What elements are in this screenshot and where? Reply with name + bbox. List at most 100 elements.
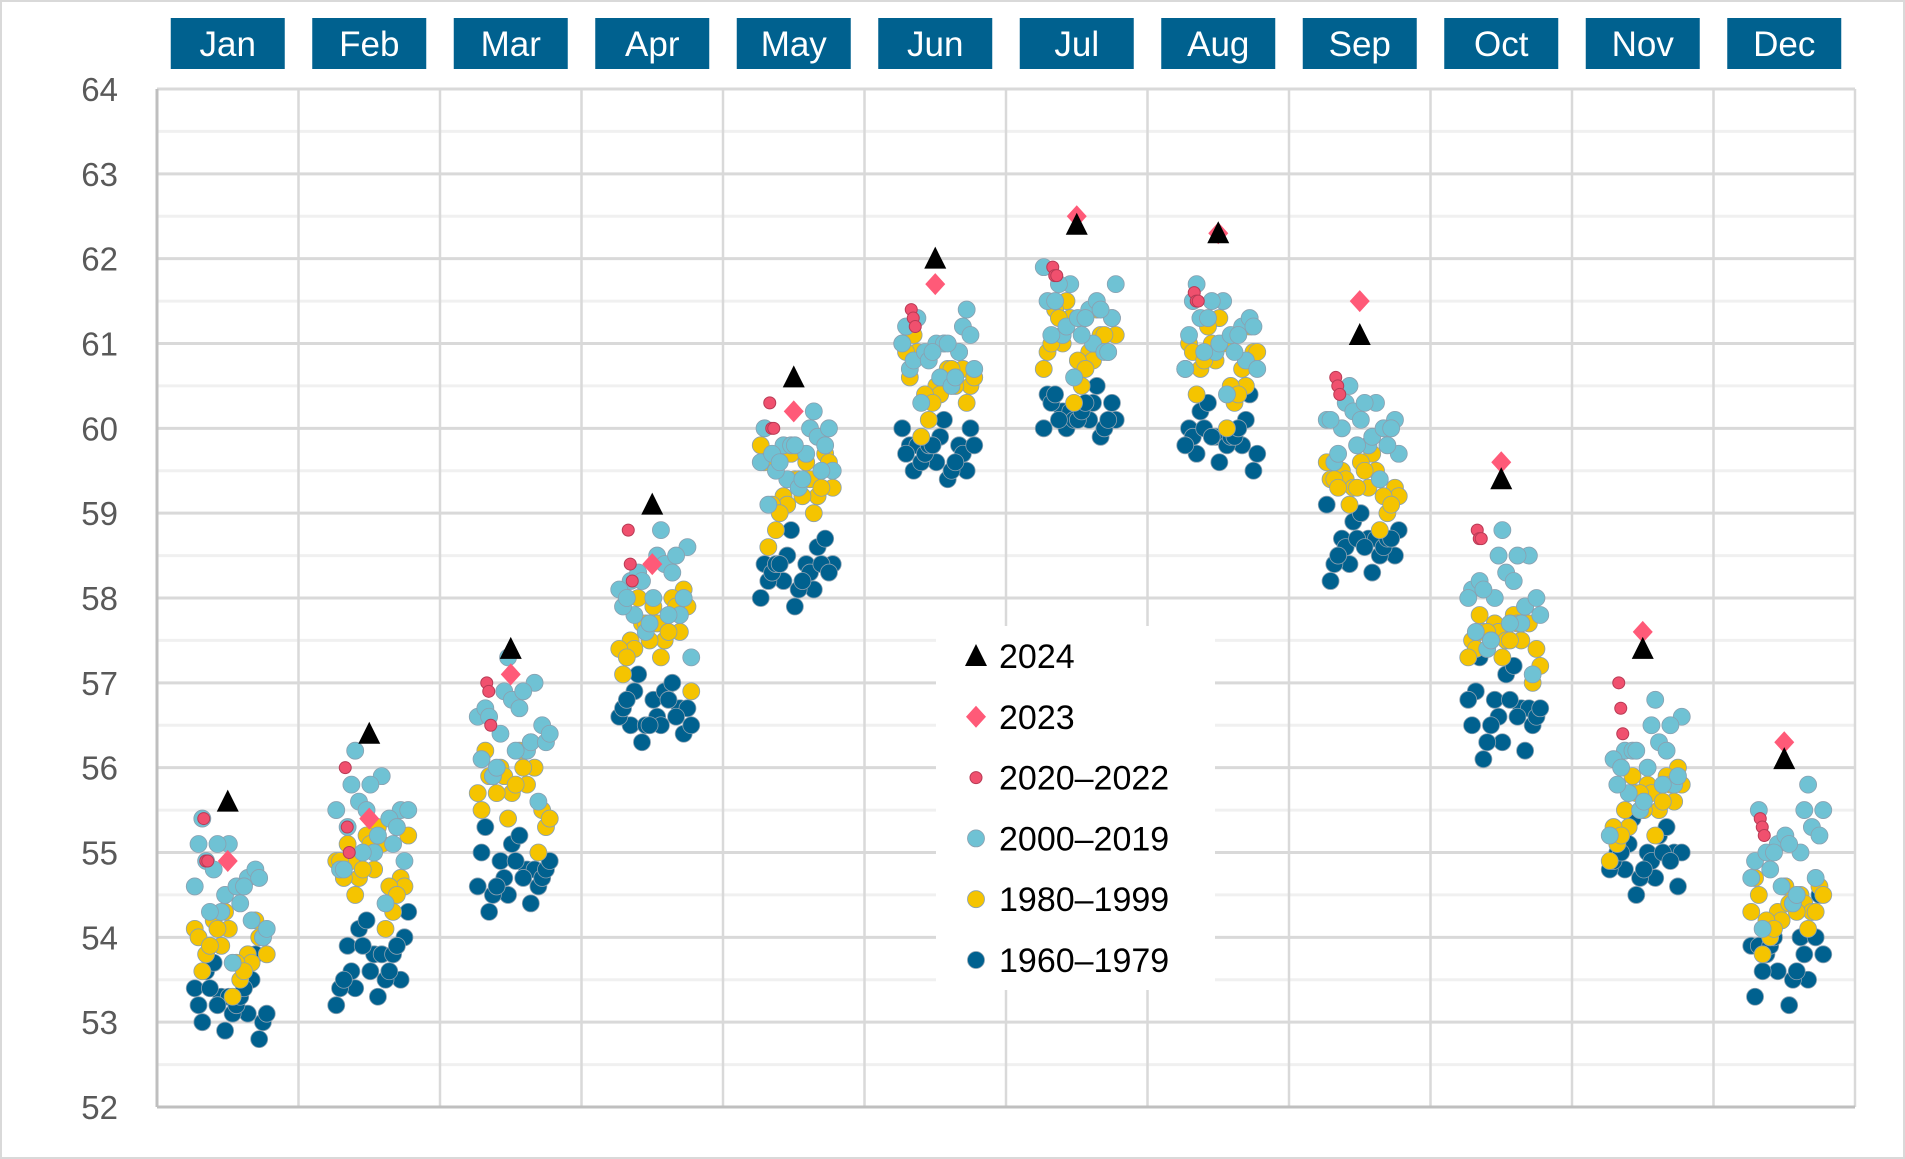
data-point [472,750,491,769]
data-point [1225,343,1244,361]
data-point [1753,919,1772,938]
data-point [216,789,239,812]
data-point [361,775,380,794]
data-point [529,843,548,862]
data-point [770,555,789,573]
legend-marker [969,771,983,785]
legend-label: 2024 [999,638,1075,676]
y-tick-label: 52 [81,1089,118,1126]
data-point [1355,538,1374,556]
data-point [1351,410,1370,429]
data-point [1653,792,1672,811]
data-point [514,682,533,701]
month-headers: Jan Feb Mar Apr May Jun Jul Aug Sep Oct Nov Dec [170,18,1842,69]
data-point [487,877,506,896]
data-point [514,758,533,777]
month-header-label: Jul [1054,25,1099,64]
data-point [816,436,835,455]
data-point [484,718,498,732]
data-point [521,733,540,752]
data-point [623,557,637,571]
data-point [1329,478,1348,497]
data-point [1501,631,1519,650]
data-point [1046,292,1065,310]
data-point [1774,731,1795,754]
data-point [663,673,682,692]
data-point [682,682,701,701]
data-point [617,589,636,607]
data-point [1772,877,1791,896]
month-header-label: Sep [1329,25,1391,64]
data-point [1348,323,1371,346]
data-point [346,741,365,760]
data-point [334,860,353,879]
data-point [208,835,227,853]
data-point [1087,377,1106,395]
data-point [472,801,491,819]
data-point [1501,614,1519,633]
data-point [1050,269,1064,283]
data-point [640,614,659,633]
data-point [1329,444,1348,463]
data-point [1210,453,1229,472]
data-point [633,733,651,752]
data-point [642,553,663,576]
data-point [1799,775,1817,794]
data-point [399,902,418,921]
data-point [487,784,506,803]
data-point [1474,750,1493,769]
data-point [1191,294,1205,308]
data-point [946,453,965,472]
legend: 2024 2023 2020–2022 2000–2019 1980–1999 1960–… [936,626,1215,990]
data-point [1065,393,1083,412]
data-point [782,365,805,388]
y-tick-label: 56 [81,750,118,787]
data-point [820,419,838,438]
data-point [957,393,976,412]
data-point [767,421,781,435]
month-header-box [170,18,285,69]
data-point [201,854,215,868]
data-point [1669,767,1687,786]
data-point [472,843,491,862]
y-tick-label: 55 [81,835,118,872]
data-point [1646,690,1665,709]
data-point [644,589,663,607]
data-point [1340,495,1359,514]
data-point [1489,546,1508,565]
data-point [1616,727,1630,741]
data-point [667,546,685,565]
data-point [1187,385,1206,404]
data-point [1742,902,1761,921]
month-header-box [312,18,427,69]
data-point [812,478,831,497]
data-point [1459,648,1478,667]
data-points [185,205,1833,1049]
data-point [625,574,639,588]
month-header-label: Aug [1187,25,1249,64]
data-point [1176,360,1195,378]
data-point [387,936,406,955]
data-point [1810,826,1829,845]
data-point [1814,801,1833,819]
data-point [327,801,346,819]
month-header-label: Jan [200,25,256,64]
data-point [1799,919,1817,938]
data-point [1321,572,1340,590]
data-point [1050,410,1068,429]
data-point [357,911,376,930]
data-point [338,936,357,955]
data-point [1202,427,1221,446]
data-point [682,716,701,735]
data-point [327,996,346,1015]
data-point [1761,860,1780,879]
data-point [242,911,261,930]
data-point [359,807,380,830]
data-point [1474,580,1493,599]
month-header-box [878,18,993,69]
data-point [514,869,533,887]
data-point [946,368,965,387]
data-point [1180,326,1198,344]
data-point [189,996,208,1015]
data-point [500,663,521,686]
